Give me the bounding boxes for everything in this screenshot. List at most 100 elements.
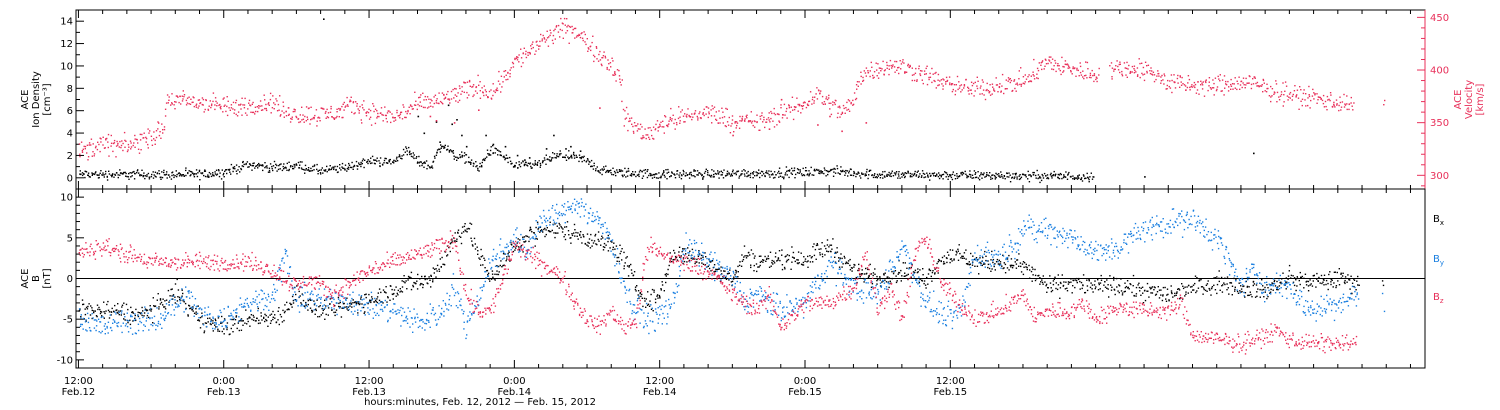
b-field-point-0-819 — [673, 258, 675, 261]
b-field-point-0-1547 — [1203, 287, 1205, 289]
b-field-point-0-524 — [458, 235, 461, 238]
velocity-point-1-1305 — [1027, 76, 1029, 78]
density-point-0-388 — [360, 163, 362, 166]
b-field-point-0-1665 — [1287, 278, 1289, 280]
b-field-point-0-1595 — [1237, 292, 1240, 294]
density-point-0-1270 — [1001, 174, 1003, 176]
b-field-point-0-785 — [649, 300, 651, 302]
b-field-point-0-1371 — [1074, 279, 1076, 281]
density-point-0-175 — [204, 175, 207, 178]
density-point-0-142 — [181, 174, 183, 176]
velocity-point-1-1210 — [957, 88, 959, 91]
velocity-point-1-1716 — [1336, 104, 1338, 106]
velocity-point-1-115 — [162, 129, 164, 131]
velocity-point-1-1275 — [1005, 88, 1007, 90]
b-field-point-0-1236 — [976, 265, 979, 267]
velocity-point-1-407 — [374, 122, 377, 125]
b-field-point-0-136 — [177, 289, 180, 291]
b-field-point-0-211 — [232, 331, 234, 333]
velocity-point-1-890 — [725, 125, 727, 128]
density-point-0-185 — [212, 174, 214, 177]
b-field-point-0-599 — [514, 249, 516, 251]
density-point-0-395 — [366, 161, 368, 163]
velocity-point-1-616 — [525, 56, 528, 59]
velocity-point-1-669 — [564, 24, 566, 26]
b-field-point-0-1522 — [1184, 286, 1186, 288]
velocity-point-1-1412 — [1115, 65, 1117, 67]
density-point-0-158 — [193, 174, 195, 176]
velocity-point-1-441 — [399, 117, 401, 119]
b-field-point-0-1032 — [828, 246, 830, 248]
velocity-point-1-1609 — [1257, 85, 1259, 87]
velocity-point-1-1505 — [1181, 76, 1183, 79]
velocity-point-1-1307 — [1028, 74, 1030, 76]
density-point-0-999 — [804, 170, 807, 172]
velocity-extra-point-1-6 — [768, 128, 771, 130]
b-field-point-0-221 — [238, 329, 240, 332]
density-point-0-1343 — [1053, 170, 1055, 173]
b-field-point-0-1594 — [1236, 290, 1239, 293]
velocity-point-1-1663 — [1296, 89, 1299, 91]
b-field-point-0-257 — [265, 318, 267, 321]
velocity-point-1-1578 — [1234, 77, 1236, 79]
velocity-point-1-196 — [220, 105, 222, 108]
b-field-point-0-755 — [626, 265, 629, 267]
density-point-0-522 — [457, 157, 459, 159]
density-point-0-1028 — [825, 175, 827, 177]
velocity-point-1-1088 — [869, 75, 871, 78]
velocity-point-1-648 — [549, 29, 551, 31]
b-field-point-0-1710 — [1321, 282, 1323, 285]
density-point-0-1157 — [918, 175, 920, 177]
velocity-point-1-1099 — [877, 63, 879, 65]
b-field-ylabel-line-0: ACE — [20, 269, 31, 289]
b-field-point-0-799 — [659, 296, 661, 298]
b-field-point-0-1378 — [1079, 280, 1081, 283]
velocity-point-1-1287 — [1014, 87, 1016, 90]
b-field-point-0-529 — [462, 231, 465, 233]
velocity-point-1-621 — [530, 45, 532, 47]
b-field-point-0-1172 — [929, 269, 932, 272]
b-field-point-0-1229 — [971, 264, 974, 266]
velocity-point-1-331 — [318, 117, 321, 119]
velocity-point-1-787 — [650, 129, 653, 132]
b-field-point-0-860 — [702, 263, 705, 265]
velocity-point-1-899 — [731, 119, 734, 121]
velocity-point-1-1329 — [1044, 65, 1046, 67]
velocity-point-1-286 — [285, 115, 288, 117]
velocity-point-1-206 — [227, 100, 229, 102]
b-field-point-0-1200 — [949, 249, 951, 251]
velocity-point-1-989 — [797, 103, 799, 106]
b-field-point-0-488 — [432, 267, 434, 269]
velocity-point-1-1695 — [1320, 98, 1322, 100]
density-point-0-195 — [219, 172, 221, 174]
b-field-point-0-243 — [255, 320, 257, 322]
velocity-point-1-818 — [672, 114, 674, 116]
density-point-0-868 — [709, 175, 711, 177]
density-point-0-713 — [596, 166, 598, 168]
b-field-point-0-679 — [571, 234, 574, 237]
b-field-point-0-1064 — [850, 267, 853, 269]
b-field-point-0-640 — [543, 228, 545, 231]
b-field-point-0-1046 — [838, 257, 840, 259]
b-field-point-0-1306 — [1026, 268, 1028, 271]
velocity-point-1-279 — [281, 110, 283, 112]
density-point-0-338 — [323, 169, 325, 171]
density-point-0-486 — [431, 167, 434, 169]
b-field-point-0-483 — [430, 286, 432, 288]
density-point-0-151 — [188, 170, 190, 172]
velocity-point-1-1277 — [1006, 88, 1008, 90]
b-field-point-0-749 — [623, 251, 625, 254]
velocity-point-1-1141 — [907, 63, 909, 66]
velocity-point-1-56 — [119, 140, 121, 143]
velocity-point-1-198 — [222, 98, 224, 100]
velocity-point-1-299 — [295, 115, 297, 118]
density-point-0-350 — [333, 167, 335, 169]
velocity-point-1-864 — [706, 106, 708, 108]
density-point-0-454 — [408, 151, 411, 154]
velocity-point-1-540 — [471, 86, 473, 88]
b-field-point-0-213 — [232, 318, 235, 321]
velocity-point-1-941 — [762, 121, 764, 123]
b-field-point-0-1286 — [1012, 264, 1014, 267]
density-point-0-511 — [449, 149, 452, 151]
velocity-point-1-350 — [332, 117, 335, 119]
